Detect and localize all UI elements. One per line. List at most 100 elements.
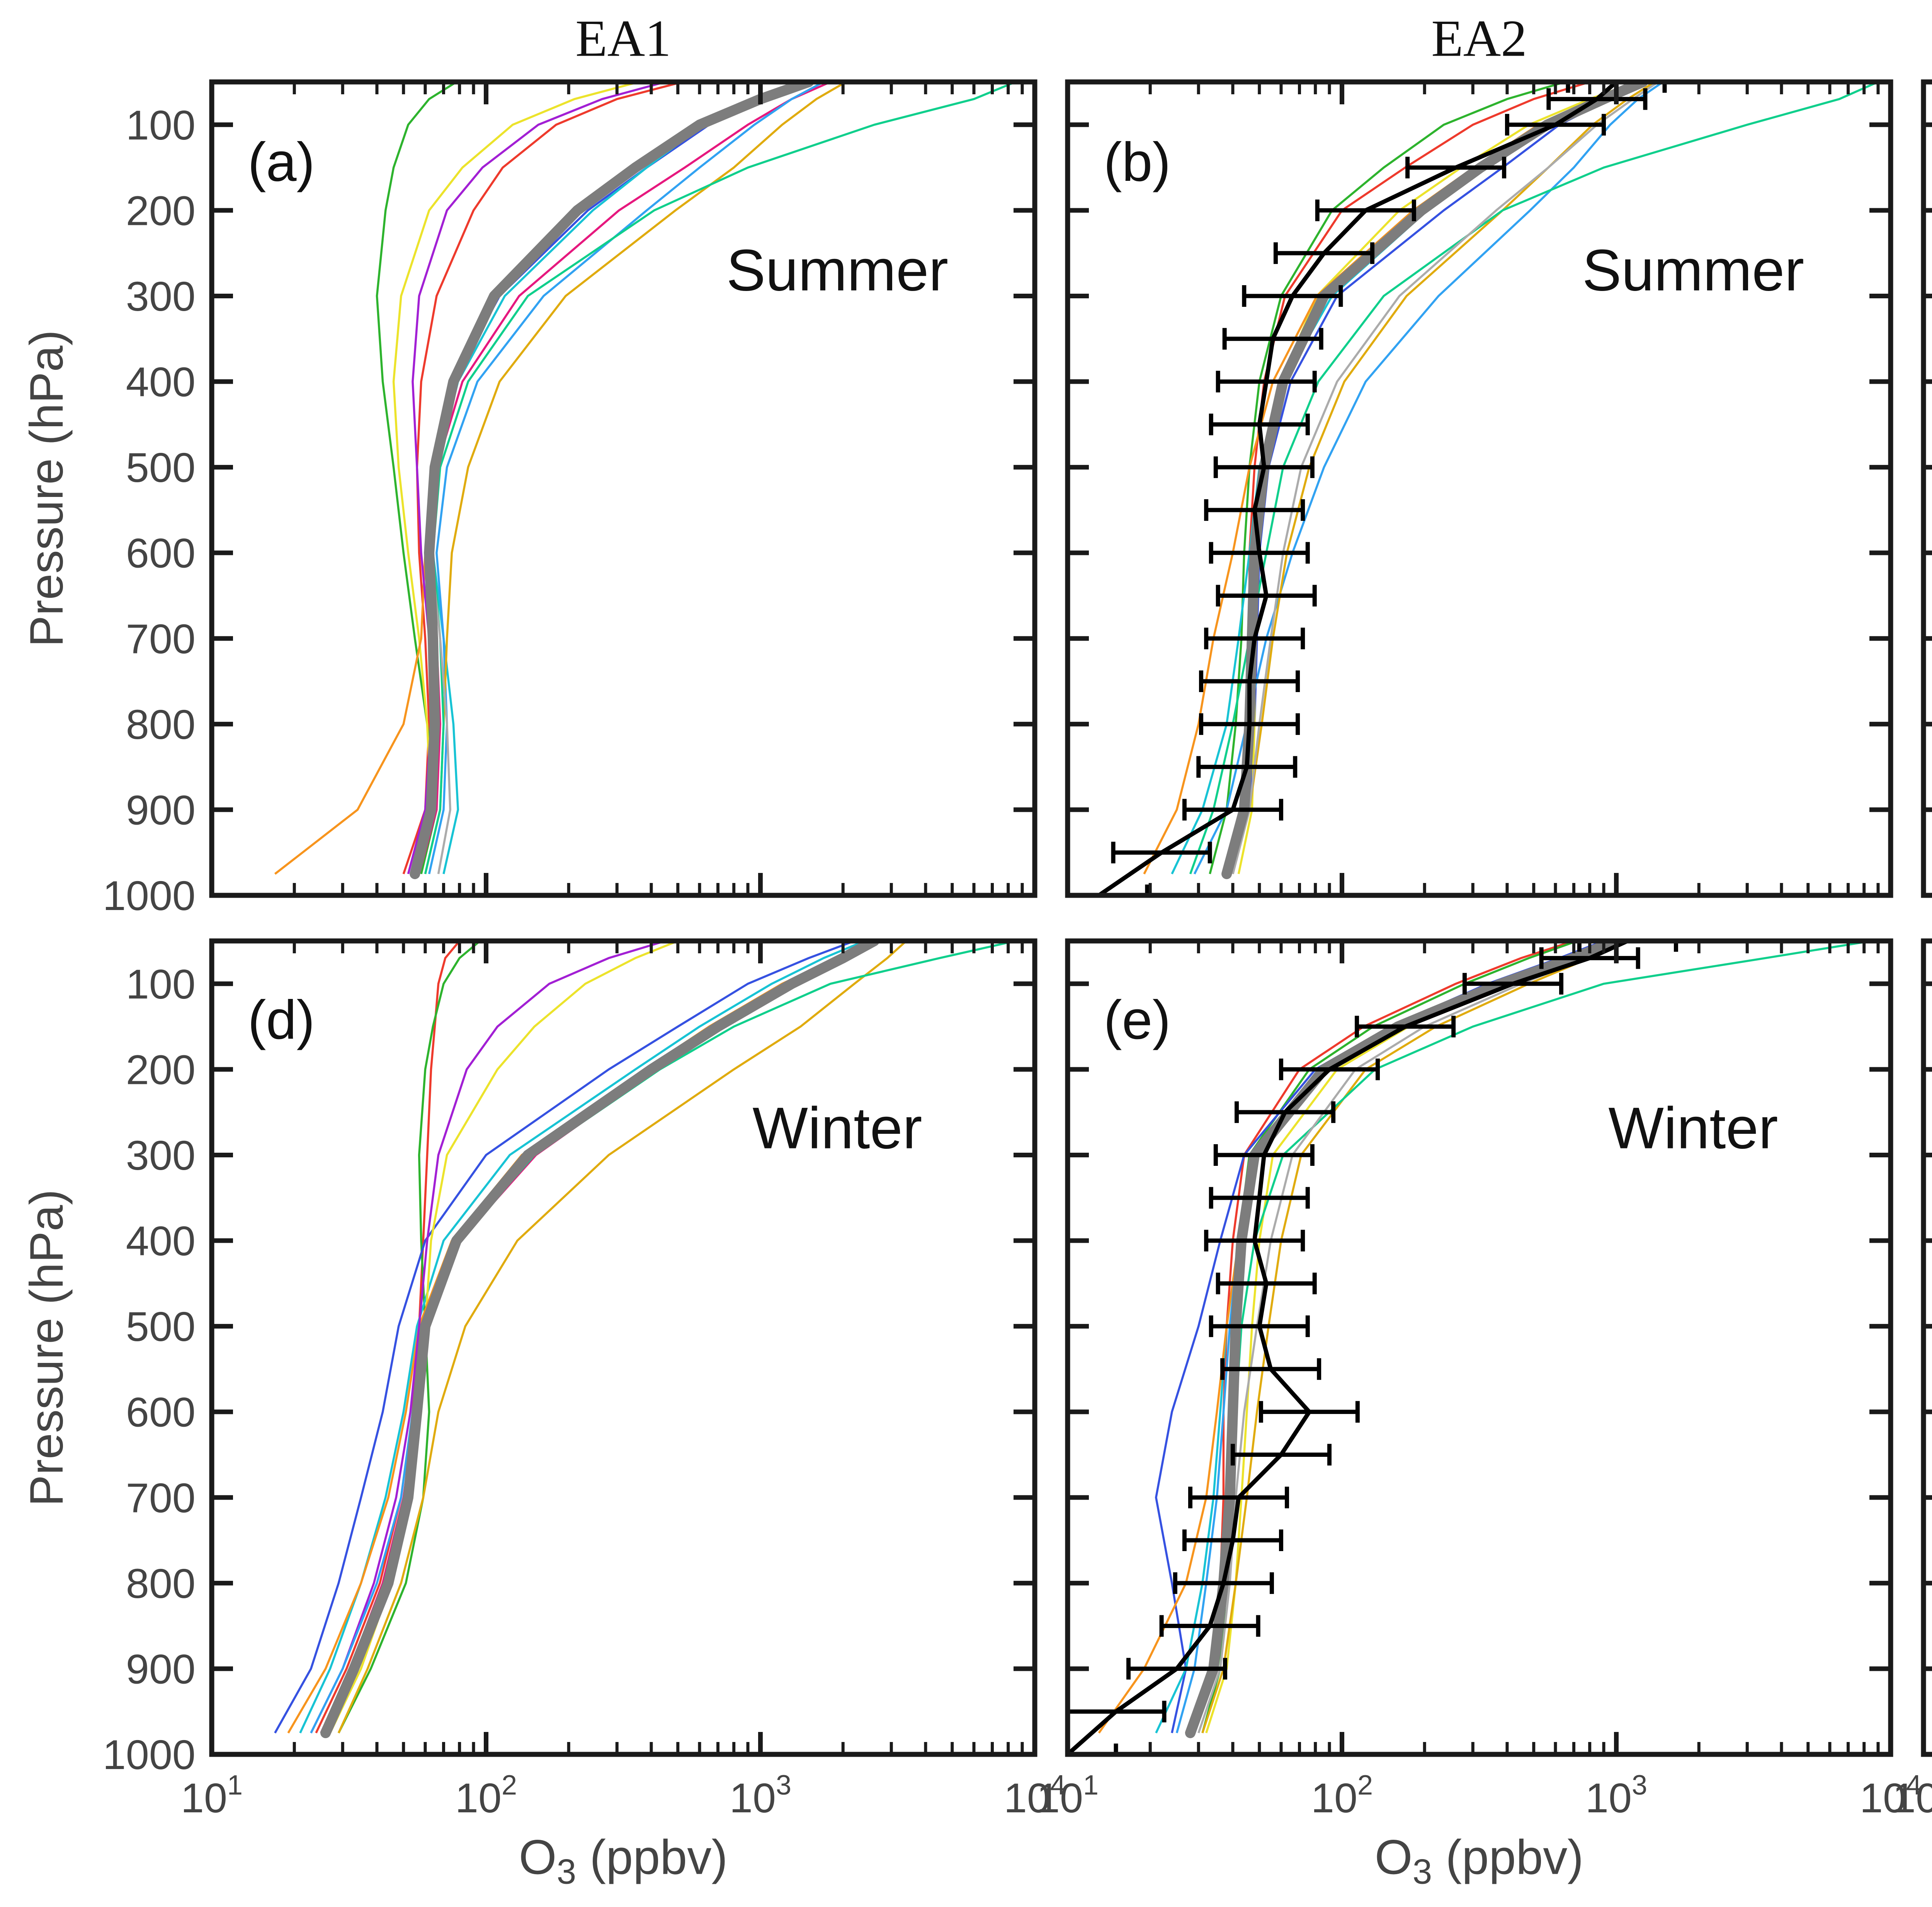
series-ensemble (1221, 82, 1648, 879)
panel-c-ticks (1921, 82, 1932, 895)
y-tick-label: 800 (126, 1560, 196, 1607)
series-ensemble (410, 82, 814, 879)
x-axis-label-ea1: O3 (ppbv) (519, 1829, 728, 1892)
panel-f-ticks (1921, 941, 1932, 1754)
series-M5 (299, 941, 865, 1733)
series-M4 (274, 941, 855, 1733)
x-tick-label: 101 (1893, 1770, 1932, 1821)
series-M14 (1231, 82, 1659, 874)
series-M8 (274, 82, 808, 875)
panel-a-ticks (209, 82, 1037, 895)
series-M6 (418, 82, 831, 874)
y-tick-label: 400 (126, 359, 196, 405)
series-obs (1068, 941, 1678, 1754)
series-obs (1068, 82, 1667, 895)
x-tick-label: 102 (455, 1770, 517, 1821)
series-ensemble (320, 941, 880, 1739)
y-axis-label-top: Pressure (hPa) (20, 330, 73, 647)
series-M11 (310, 941, 870, 1733)
series-M9 (310, 941, 666, 1733)
panel-a-curves (274, 82, 1016, 879)
series-M11 (428, 82, 824, 874)
panel-b-curves (1068, 82, 1879, 895)
season-label-b: Summer (1582, 237, 1804, 303)
y-tick-label: 300 (126, 1132, 196, 1179)
panel-e-ticks (1065, 941, 1893, 1754)
panel-letter-a: (a) (248, 131, 315, 193)
season-label-d: Winter (752, 1095, 922, 1161)
series-M5 (432, 82, 801, 874)
x-tick-label: 102 (1311, 1770, 1373, 1821)
panel-a-box (209, 79, 1037, 898)
series-M2 (337, 941, 481, 1733)
season-label-a: Summer (726, 237, 949, 303)
series-M1 (315, 941, 461, 1733)
y-tick-label: 200 (126, 187, 196, 234)
series-M13 (424, 82, 1016, 874)
y-tick-label: 200 (126, 1046, 196, 1093)
panel-e: 101 102 103 104 (1037, 938, 1922, 1821)
series-M12 (1201, 941, 1628, 1733)
y-tick-label: 100 (126, 102, 196, 148)
y-tick-label: 100 (126, 961, 196, 1007)
y-tick-label: 1000 (103, 872, 196, 919)
series-M14 (320, 941, 875, 1733)
x-tick-label: 101 (181, 1770, 243, 1821)
series-M1 (1231, 82, 1590, 874)
panel-d-box (209, 938, 1037, 1757)
series-M12 (337, 941, 907, 1733)
series-M14 (430, 82, 813, 874)
y-tick-label: 900 (126, 1645, 196, 1692)
panel-d-ticks (209, 941, 1037, 1754)
x-axis-label-ea2: O3 (ppbv) (1375, 1829, 1584, 1892)
series-M13 (1189, 82, 1879, 874)
panel-e-curves (1068, 941, 1872, 1754)
x-label-sub3: 3 (1412, 1852, 1432, 1892)
x-label-sub3: 3 (556, 1852, 577, 1892)
panel-letter-d: (d) (248, 989, 315, 1051)
x-label-o: O (1374, 1830, 1413, 1885)
panel-a: 100 200 300 400 500 600 700 800 900 1000 (103, 79, 1037, 919)
panel-f-box (1921, 938, 1932, 1757)
y-tick-label: 400 (126, 1218, 196, 1264)
series-M13 (1193, 941, 1872, 1733)
panel-b (1065, 79, 1893, 898)
series-ensemble (1185, 941, 1622, 1739)
series-M2 (1201, 941, 1578, 1733)
x-label-o: O (519, 1830, 557, 1885)
y-tick-label: 600 (126, 530, 196, 577)
series-M12 (1231, 82, 1655, 874)
x-tick-label: 103 (1585, 1770, 1647, 1821)
series-M6 (1193, 941, 1616, 1733)
y-tick-label: 600 (126, 1389, 196, 1436)
series-M7 (392, 82, 639, 874)
series-M1 (402, 82, 683, 874)
series-M9 (1193, 941, 1617, 1733)
y-tick-label: 900 (126, 786, 196, 833)
y-tick-label: 500 (126, 444, 196, 491)
panel-b-box (1065, 79, 1893, 898)
y-tick-label: 800 (126, 701, 196, 748)
x-label-ppbv: (ppbv) (1432, 1830, 1584, 1885)
y-tick-label: 700 (126, 615, 196, 662)
column-title-ea1: EA1 (575, 10, 671, 68)
column-title-ea2: EA2 (1431, 10, 1527, 68)
panel-c-box (1921, 79, 1932, 898)
panel-e-box (1065, 938, 1893, 1757)
y-tick-label: 500 (126, 1303, 196, 1350)
season-label-e: Winter (1608, 1095, 1778, 1161)
x-tick-label: 101 (1037, 1770, 1099, 1821)
y-tick-label: 1000 (103, 1731, 196, 1778)
panel-c (1921, 79, 1932, 898)
x-tick-label: 104 (1004, 1770, 1066, 1821)
panel-b-ticks (1065, 82, 1893, 895)
x-tick-label: 103 (730, 1770, 791, 1821)
series-M4 (412, 82, 805, 874)
x-tick-label: 104 (1860, 1770, 1922, 1821)
panel-letter-e: (e) (1104, 989, 1171, 1051)
y-tick-label: 700 (126, 1474, 196, 1521)
panel-d-curves (274, 941, 1016, 1739)
y-tick-label: 300 (126, 273, 196, 320)
